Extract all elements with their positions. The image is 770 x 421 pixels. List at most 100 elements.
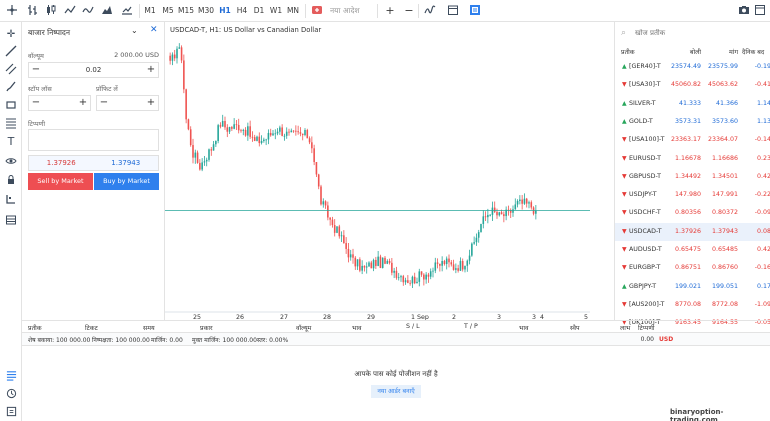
watchlist-row[interactable]: ▲ [GER40]-T 23574.49 23575.99 -0.19 (615, 58, 770, 76)
watchlist-row[interactable]: ▼ [AUS200]-T 8770.08 8772.08 -1.09 (615, 296, 770, 314)
col-profit[interactable]: लाभ (620, 325, 631, 332)
new-order-button[interactable]: नया आदेश (330, 6, 360, 15)
list-icon[interactable] (4, 370, 18, 382)
eye-icon[interactable] (4, 155, 18, 169)
watchlist-row[interactable]: ▼ USDCHF-T 0.80356 0.80372 -0.09 (615, 204, 770, 222)
layout-icon[interactable] (4, 214, 18, 228)
watchlist-row[interactable]: ▼ GBPUSD-T 1.34492 1.34501 0.42 (615, 168, 770, 186)
timeframe-m15[interactable]: M15 (178, 6, 195, 15)
bear-candle (288, 131, 290, 133)
price-chart[interactable]: 1.392001.390001.388001.386001.384001.382… (165, 22, 590, 320)
watchlist-row[interactable]: ▼ EURGBP-T 0.86751 0.86760 -0.16 (615, 259, 770, 277)
arrow-down-icon: ▼ (622, 172, 627, 180)
watchlist-row[interactable]: ▼ [UK100]-T 9163.45 9164.55 -0.05 (615, 314, 770, 332)
take-profit-stepper[interactable]: − + (96, 95, 159, 111)
bar-chart-icon[interactable] (27, 4, 39, 18)
timeframe-m5[interactable]: M5 (162, 6, 174, 15)
watch-bid: 1.34492 (674, 172, 701, 180)
calendar-icon[interactable] (447, 4, 459, 18)
stop-loss-minus-button[interactable]: − (31, 97, 41, 108)
watch-ask: 8772.08 (711, 300, 738, 308)
col-swap[interactable]: स्वैप (570, 325, 580, 332)
no-positions-message: आपके पास कोई पोजीशन नहीं है (354, 370, 438, 378)
volume-value[interactable]: 0.02 (85, 66, 102, 74)
col-symbol[interactable]: प्रतीक (28, 325, 42, 332)
bull-candle (377, 256, 379, 266)
timeframe-h4[interactable]: H4 (236, 6, 248, 15)
watchlist-row[interactable]: ▲ GBPJPY-T 199.021 199.051 0.17 (615, 278, 770, 296)
watchlist-row[interactable]: ▼ [USA100]-T 23363.17 23364.07 -0.14 (615, 131, 770, 149)
symbol-search-input[interactable] (635, 27, 765, 39)
bear-candle (313, 148, 315, 163)
rectangle-icon[interactable] (4, 99, 18, 113)
history-icon[interactable] (4, 388, 18, 400)
lock-icon[interactable] (4, 174, 18, 188)
mountain-chart-icon[interactable] (101, 4, 113, 18)
camera-icon[interactable] (738, 4, 750, 18)
trend-indicator-icon[interactable] (121, 4, 133, 18)
stop-loss-plus-button[interactable]: + (78, 97, 88, 108)
order-type-select[interactable]: बाजार निष्पादन (28, 28, 71, 37)
timeframe-m1[interactable]: M1 (144, 6, 156, 15)
col-type[interactable]: प्रकार (200, 325, 213, 332)
watchlist-row[interactable]: ▲ GOLD-T 3573.31 3573.60 1.13 (615, 113, 770, 131)
timeframe-m30[interactable]: M30 (197, 6, 214, 15)
take-profit-minus-button[interactable]: − (99, 97, 109, 108)
watch-ask: 1.37943 (711, 227, 738, 235)
watchlist-row[interactable]: ▼ USDJPY-T 147.980 147.991 -0.22 (615, 186, 770, 204)
indicators-icon[interactable] (424, 4, 436, 18)
buy-price: 1.37943 (111, 159, 141, 167)
new-order-icon[interactable] (311, 4, 323, 18)
col-price[interactable]: भाव (352, 325, 362, 332)
col-time[interactable]: समय (143, 325, 155, 332)
parallel-channel-icon[interactable] (4, 63, 18, 77)
comment-field[interactable] (28, 129, 159, 151)
line-chart-icon[interactable] (64, 4, 76, 18)
col-comment[interactable]: टिप्पणी (638, 325, 655, 332)
bear-candle (347, 248, 350, 258)
bear-candle (292, 130, 295, 132)
timeframe-mn[interactable]: MN (286, 6, 300, 15)
layers-icon[interactable] (4, 193, 18, 207)
col-ticket[interactable]: टिकट (85, 325, 98, 332)
watchlist-row[interactable]: ▼ EURUSD-T 1.16678 1.16686 0.23 (615, 150, 770, 168)
close-icon[interactable]: ✕ (150, 25, 158, 35)
stop-loss-stepper[interactable]: − + (28, 95, 91, 111)
buy-by-market-button[interactable]: Buy by Market (94, 173, 159, 190)
timeframe-w1[interactable]: W1 (269, 6, 283, 15)
zoom-out-icon[interactable]: − (404, 4, 414, 17)
text-icon[interactable]: T (7, 135, 15, 148)
area-chart-icon[interactable] (82, 4, 94, 18)
volume-minus-button[interactable]: − (31, 64, 41, 75)
bear-candle (370, 262, 373, 269)
crosshair-icon[interactable] (6, 4, 18, 18)
arrow-up-icon: ▲ (622, 282, 627, 290)
col-tp[interactable]: T / P (464, 323, 478, 330)
crosshair-tool-icon[interactable]: ✛ (6, 29, 16, 40)
bear-candle (509, 209, 512, 213)
chart-canvas[interactable]: 1.392001.390001.388001.386001.384001.382… (165, 22, 590, 320)
watchlist-row[interactable]: ▼ [USA30]-T 45060.82 45063.62 -0.41 (615, 76, 770, 94)
timeframe-h1[interactable]: H1 (219, 6, 231, 15)
window-icon[interactable] (754, 4, 766, 18)
volume-plus-button[interactable]: + (146, 64, 156, 75)
watchlist-row[interactable]: ▼ USDCAD-T 1.37926 1.37943 0.08 (615, 222, 770, 241)
volume-stepper[interactable]: − 0.02 + (28, 62, 159, 78)
sell-by-market-button[interactable]: Sell by Market (28, 173, 93, 190)
col-volume[interactable]: वॉल्यूम (296, 325, 312, 332)
take-profit-plus-button[interactable]: + (146, 97, 156, 108)
panel-icon[interactable] (469, 4, 481, 18)
fibonacci-icon[interactable] (4, 117, 18, 131)
col-current-price[interactable]: भाव (519, 325, 529, 332)
brush-icon[interactable] (4, 81, 18, 95)
timeframe-d1[interactable]: D1 (253, 6, 265, 15)
zoom-in-icon[interactable]: + (385, 4, 395, 17)
chevron-down-icon[interactable]: ⌄ (131, 26, 138, 35)
trend-line-icon[interactable] (4, 45, 18, 59)
watchlist-row[interactable]: ▼ AUDUSD-T 0.65475 0.65485 0.42 (615, 241, 770, 259)
col-sl[interactable]: S / L (406, 323, 420, 330)
watchlist-row[interactable]: ▲ SILVER-T 41.333 41.366 1.14 (615, 95, 770, 113)
candles-icon[interactable] (45, 4, 57, 18)
journal-icon[interactable] (4, 406, 18, 418)
create-new-order-button[interactable]: नया आर्डर बनाएँ (371, 385, 421, 398)
